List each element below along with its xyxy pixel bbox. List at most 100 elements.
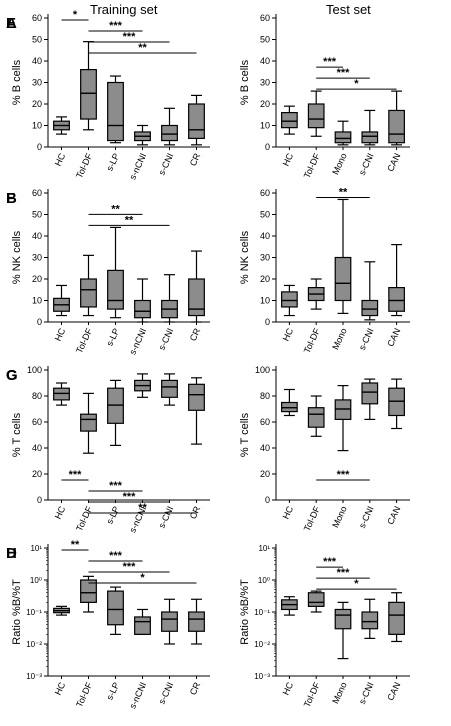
x-tick-label: Tol-DF — [302, 326, 322, 355]
box-tol-df — [307, 590, 325, 613]
y-tick-label: 60 — [260, 13, 270, 23]
significance-label: *** — [323, 556, 337, 568]
box-iqr — [281, 111, 298, 129]
box-iqr — [388, 109, 405, 144]
significance-bracket: *** — [88, 550, 143, 562]
significance-bracket: *** — [316, 556, 343, 568]
significance-bracket: *** — [88, 31, 170, 43]
box-tol-df — [80, 41, 97, 131]
x-tick-label: Tol-DF — [302, 680, 322, 709]
y-tick-label: 60 — [32, 417, 42, 427]
box-iqr — [388, 601, 405, 635]
y-tick-label: 40 — [260, 231, 270, 241]
box-hc — [281, 105, 298, 135]
significance-bracket: ** — [88, 502, 197, 514]
box-tol-df — [307, 395, 325, 437]
significance-bracket: ** — [88, 203, 143, 215]
x-tick-label: s-CNI — [357, 152, 376, 177]
box-hc — [53, 116, 70, 135]
box-iqr — [107, 590, 124, 626]
y-axis-label: % B cells — [11, 59, 23, 105]
y-tick-label: 10 — [32, 121, 42, 131]
y-tick-label: 50 — [32, 210, 42, 220]
significance-label: *** — [123, 561, 137, 573]
box-s-lp — [107, 75, 124, 144]
x-tick-label: CR — [188, 326, 203, 342]
x-tick-label: Tol-DF — [74, 504, 94, 533]
box-iqr — [161, 124, 178, 142]
y-tick-label: 0 — [37, 317, 42, 327]
box-s-cni — [161, 598, 178, 645]
panel-letter: B — [6, 190, 17, 207]
box-tol-df — [307, 278, 325, 310]
significance-label: *** — [123, 31, 137, 43]
box-can — [388, 378, 405, 430]
box-iqr — [334, 256, 352, 302]
y-tick-label: 0 — [37, 495, 42, 505]
box-iqr — [188, 278, 205, 317]
y-tick-label: 10⁻¹ — [254, 608, 270, 617]
x-tick-label: CR — [188, 151, 203, 167]
significance-label: *** — [323, 56, 337, 68]
significance-label: ** — [138, 42, 147, 54]
y-tick-label: 60 — [32, 13, 42, 23]
box-hc — [53, 605, 70, 616]
y-tick-label: 40 — [260, 443, 270, 453]
y-tick-label: 50 — [260, 35, 270, 45]
significance-bracket: * — [61, 9, 89, 21]
panel-f: F 0 10 20 30 40 50 60 % NK cells HC Tol-DF Mono s-CN… — [6, 186, 410, 355]
box-iqr — [161, 611, 178, 632]
box-iqr — [361, 382, 379, 405]
y-axis-label: % B cells — [239, 59, 251, 105]
x-tick-label: s-CNI — [157, 681, 176, 706]
panel-letter: A — [6, 15, 17, 32]
significance-label: *** — [109, 20, 123, 32]
panel-letter: E — [6, 15, 16, 32]
box-s-ncni — [134, 278, 151, 323]
significance-label: ** — [339, 186, 348, 198]
significance-bracket: * — [316, 78, 397, 90]
panel-e: E 0 10 20 30 40 50 60 % B cells HC Tol-DF Mono s-CNI… — [6, 13, 410, 180]
x-tick-label: Tol-DF — [302, 504, 322, 533]
y-tick-label: 10⁻² — [254, 640, 270, 649]
box-s-ncni — [134, 608, 151, 635]
y-tick-label: 0 — [265, 495, 270, 505]
x-tick-label: s-CNI — [357, 681, 376, 706]
box-iqr — [281, 291, 298, 308]
significance-label: *** — [109, 550, 123, 562]
y-tick-label: 100 — [255, 365, 270, 375]
x-tick-label: s-CNI — [357, 327, 376, 352]
panel-letter: H — [6, 545, 17, 562]
y-axis-label: Ratio %B/%T — [239, 579, 251, 645]
box-hc — [281, 388, 298, 417]
x-tick-label: CAN — [385, 681, 402, 702]
significance-bracket: *** — [88, 491, 170, 503]
significance-label: * — [354, 578, 359, 590]
x-tick-label: s-LP — [104, 505, 121, 526]
y-tick-label: 60 — [260, 188, 270, 198]
panel-a: A 0 10 20 30 40 50 60 % B cells HC Tol-DF s-LP s-nCN… — [6, 9, 210, 181]
box-iqr — [188, 383, 205, 411]
box-iqr — [107, 81, 124, 142]
panel-b: B 0 10 20 30 40 50 60 % NK cells HC Tol-DF s-LP s-nC… — [6, 188, 210, 356]
significance-label: * — [140, 572, 145, 584]
panel-d: D 10⁻³ 10⁻² 10⁻¹ 10⁰ 10¹ Ratio %B/%T HC Tol-DF s-… — [6, 539, 210, 710]
y-tick-label: 80 — [260, 391, 270, 401]
panel-letter: F — [6, 190, 15, 207]
training-set-title: Training set — [90, 2, 158, 17]
box-iqr — [388, 287, 405, 312]
significance-bracket: ** — [88, 42, 197, 54]
significance-label: ** — [125, 214, 134, 226]
significance-bracket: *** — [316, 67, 370, 79]
y-tick-label: 10⁻² — [26, 640, 42, 649]
y-tick-label: 20 — [260, 274, 270, 284]
x-tick-label: HC — [281, 151, 296, 167]
box-tol-df — [307, 90, 325, 137]
significance-bracket: *** — [88, 20, 143, 32]
y-tick-label: 10⁻³ — [254, 672, 270, 681]
box-s-cni — [161, 274, 178, 323]
x-tick-label: s-nCNI — [127, 327, 148, 357]
box-mono — [334, 120, 352, 146]
box-iqr — [107, 269, 124, 310]
significance-label: ** — [71, 539, 80, 551]
